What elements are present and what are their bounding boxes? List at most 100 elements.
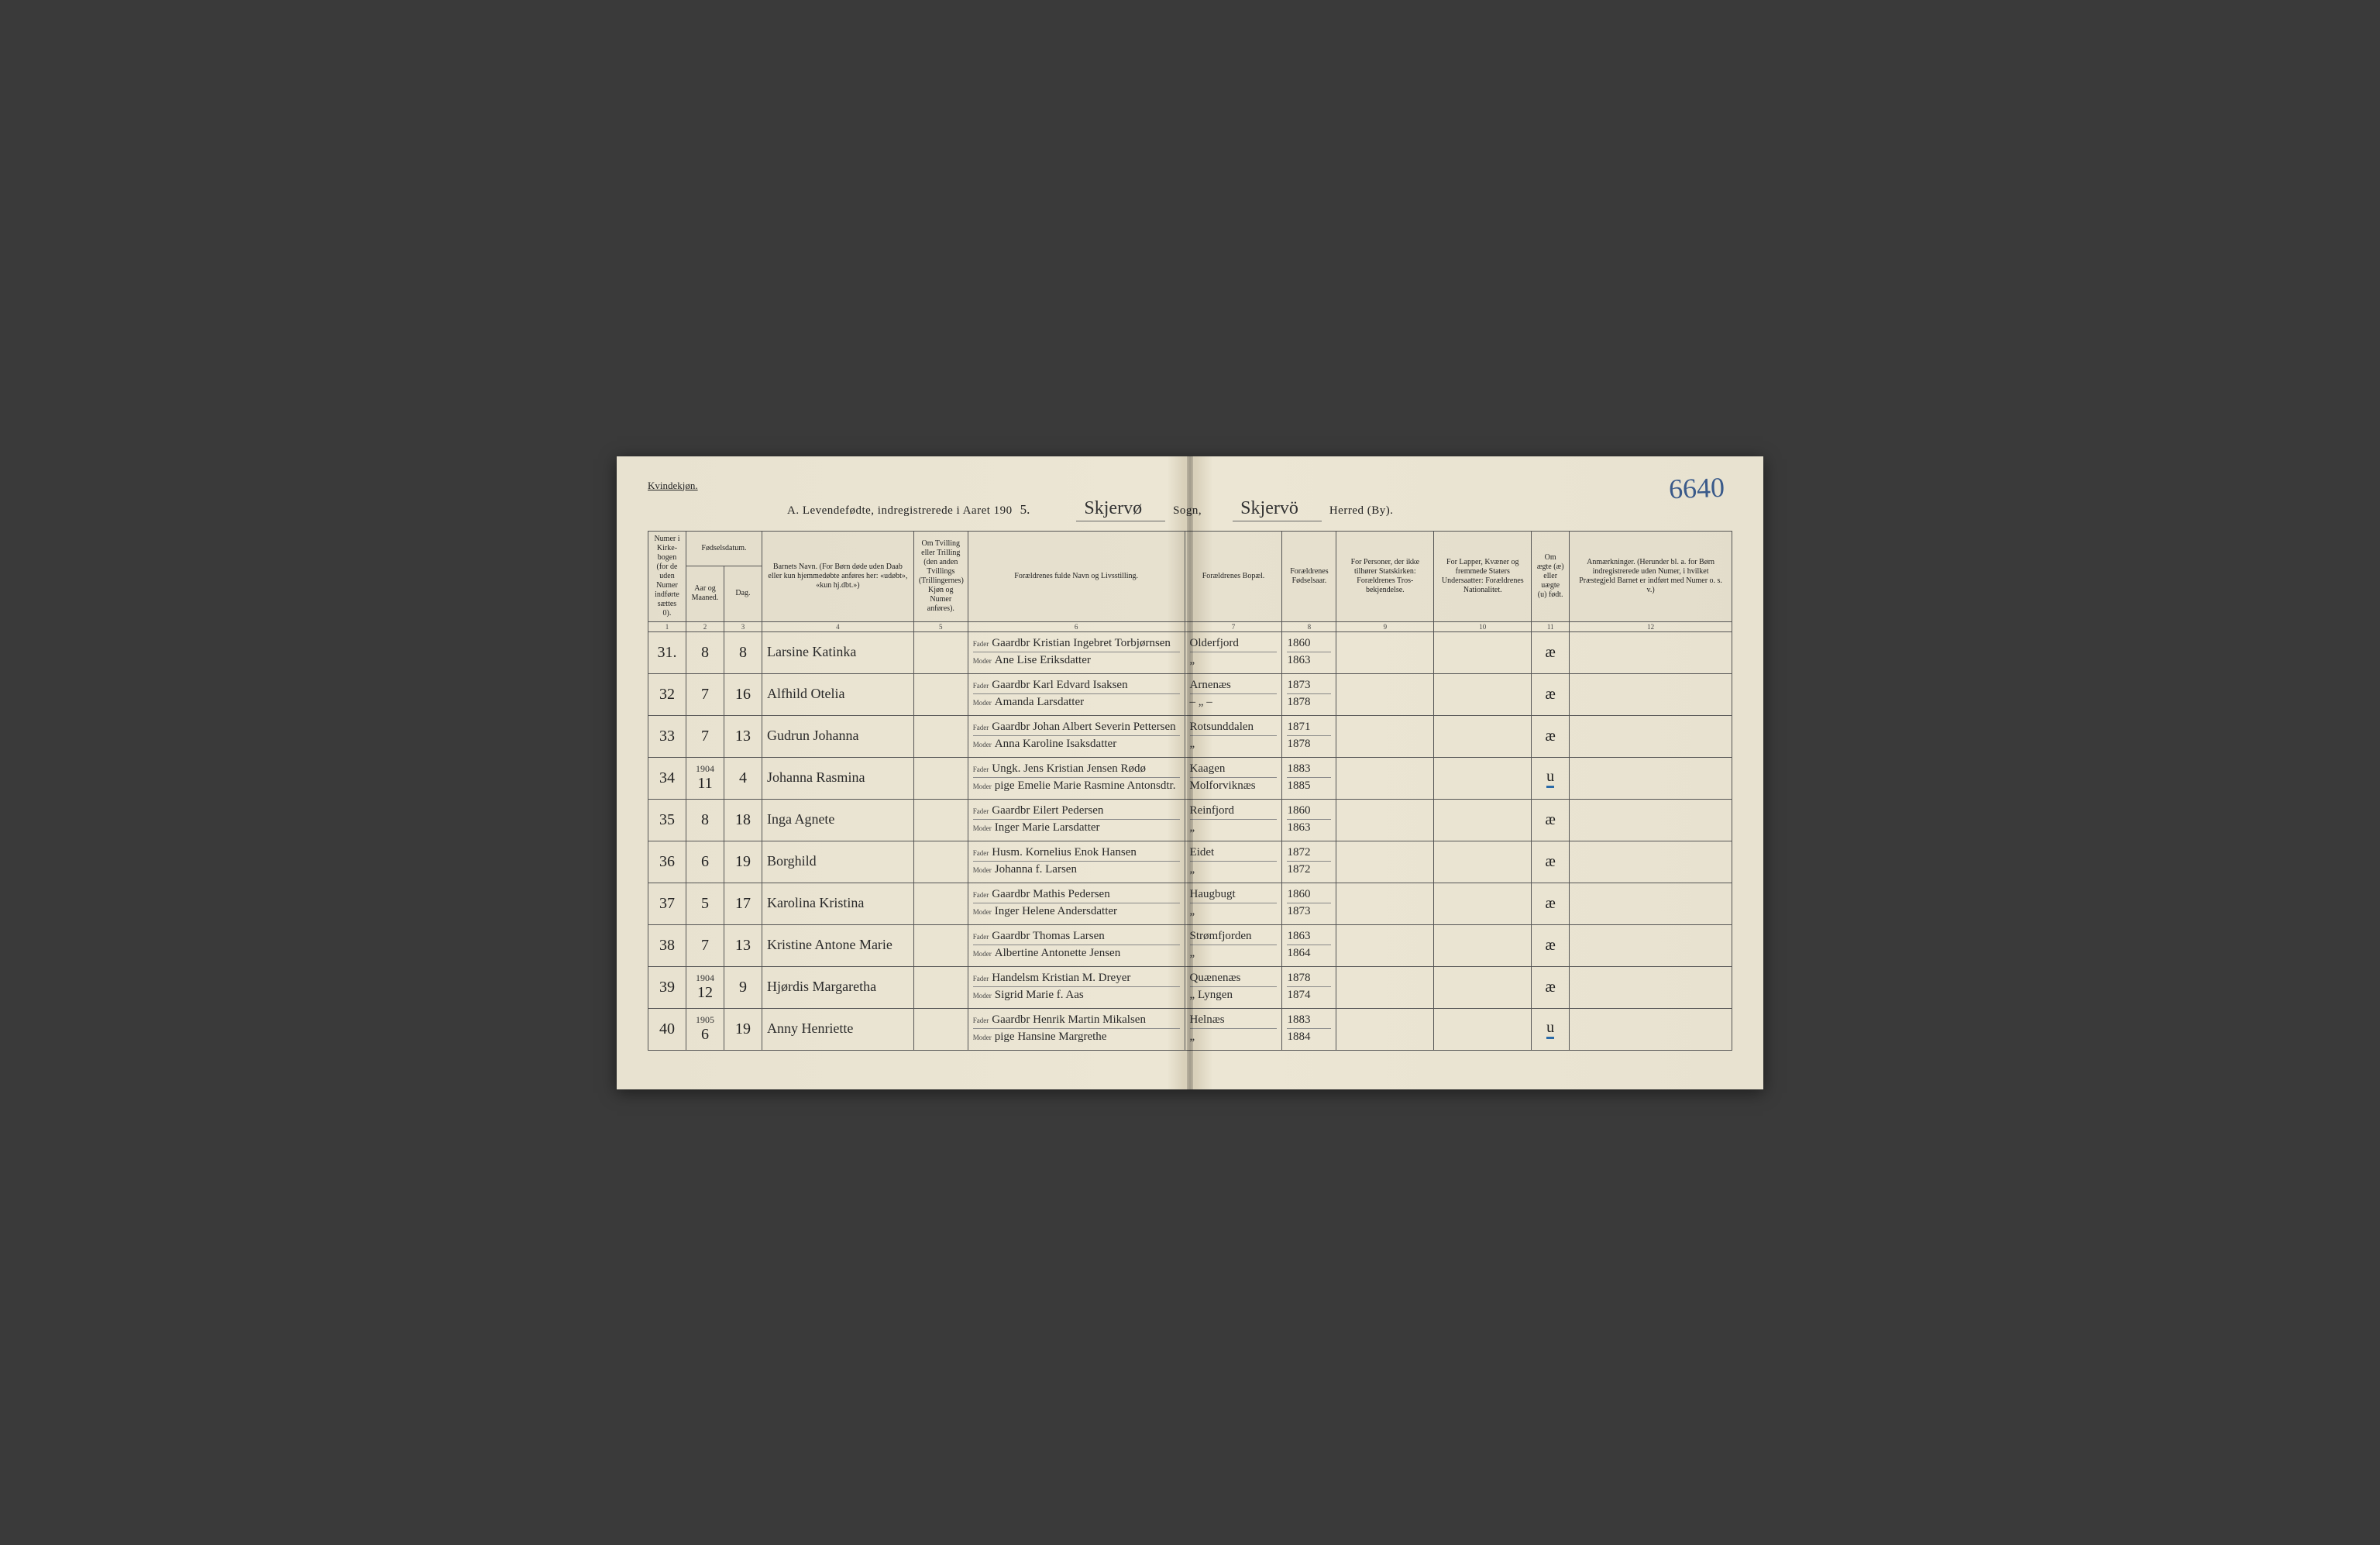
residence-father: Helnæs	[1190, 1013, 1225, 1027]
cell-religion	[1336, 841, 1434, 883]
cell-residence: KaagenMolforviknæs	[1185, 757, 1282, 799]
col-header-twin: Om Tvilling eller Trilling (den anden Tv…	[913, 531, 968, 621]
residence-mother: „ Lyngen	[1190, 989, 1233, 1002]
mother-label: Moder	[973, 824, 992, 832]
cell-child-name: Anny Henriette	[762, 1008, 913, 1050]
cell-parent-birthyear: 18831884	[1282, 1008, 1336, 1050]
cell-parent-birthyear: 18831885	[1282, 757, 1336, 799]
colnum: 5	[913, 621, 968, 631]
cell-remarks	[1570, 715, 1732, 757]
father-name: Gaardbr Johan Albert Severin Pettersen	[992, 721, 1175, 734]
colnum: 7	[1185, 621, 1282, 631]
cell-legitimacy: æ	[1532, 631, 1570, 673]
cell-day: 19	[724, 841, 762, 883]
cell-entry-number: 35	[648, 799, 686, 841]
father-label: Fader	[973, 724, 989, 731]
mother-label: Moder	[973, 950, 992, 958]
cell-child-name: Borghild	[762, 841, 913, 883]
father-name: Gaardbr Karl Edvard Isaksen	[992, 679, 1127, 692]
cell-legitimacy: æ	[1532, 883, 1570, 924]
mother-birthyear: 1873	[1287, 905, 1310, 918]
cell-remarks	[1570, 966, 1732, 1008]
colnum: 11	[1532, 621, 1570, 631]
father-label: Fader	[973, 933, 989, 941]
father-birthyear: 1860	[1287, 637, 1310, 650]
cell-day: 17	[724, 883, 762, 924]
colnum: 9	[1336, 621, 1434, 631]
colnum: 2	[686, 621, 724, 631]
mother-birthyear: 1885	[1287, 779, 1310, 793]
cell-entry-number: 34	[648, 757, 686, 799]
cell-remarks	[1570, 631, 1732, 673]
cell-parents: FaderGaardbr Eilert PedersenModerInger M…	[968, 799, 1185, 841]
cell-remarks	[1570, 1008, 1732, 1050]
cell-parents: FaderGaardbr Kristian Ingebret Torbjørns…	[968, 631, 1185, 673]
cell-nationality	[1434, 715, 1532, 757]
cell-parent-birthyear: 18631864	[1282, 924, 1336, 966]
cell-legitimacy: æ	[1532, 715, 1570, 757]
father-label: Fader	[973, 975, 989, 982]
page-number: 6640	[1668, 470, 1725, 504]
cell-twin	[913, 757, 968, 799]
father-name: Gaardbr Thomas Larsen	[992, 930, 1105, 943]
mother-birthyear: 1863	[1287, 654, 1310, 667]
cell-religion	[1336, 631, 1434, 673]
cell-residence: Rotsunddalen„	[1185, 715, 1282, 757]
cell-parent-birthyear: 18731878	[1282, 673, 1336, 715]
ledger-page: 6640 Kvindekjøn. A. Levendefødte, indreg…	[617, 456, 1763, 1089]
father-birthyear: 1883	[1287, 1013, 1310, 1027]
cell-month: 19056	[686, 1008, 724, 1050]
cell-legitimacy: æ	[1532, 841, 1570, 883]
mother-name: Anna Karoline Isaksdatter	[995, 738, 1116, 751]
cell-day: 13	[724, 715, 762, 757]
mother-label: Moder	[973, 866, 992, 874]
cell-day: 4	[724, 757, 762, 799]
cell-parents: FaderHandelsm Kristian M. DreyerModerSig…	[968, 966, 1185, 1008]
cell-parents: FaderGaardbr Johan Albert Severin Petter…	[968, 715, 1185, 757]
colnum: 10	[1434, 621, 1532, 631]
cell-child-name: Alfhild Otelia	[762, 673, 913, 715]
col-header-number: Numer i Kirke­bogen (for de uden Numer i…	[648, 531, 686, 621]
father-name: Gaardbr Mathis Pedersen	[992, 888, 1109, 901]
cell-day: 9	[724, 966, 762, 1008]
cell-twin	[913, 966, 968, 1008]
col-header-childname: Barnets Navn. (For Børn døde uden Daab e…	[762, 531, 913, 621]
cell-residence: Eidet„	[1185, 841, 1282, 883]
cell-parent-birthyear: 18781874	[1282, 966, 1336, 1008]
mother-name: Johanna f. Larsen	[995, 863, 1077, 876]
father-birthyear: 1860	[1287, 804, 1310, 817]
father-label: Fader	[973, 766, 989, 773]
father-label: Fader	[973, 849, 989, 857]
mother-birthyear: 1864	[1287, 947, 1310, 960]
cell-legitimacy: æ	[1532, 924, 1570, 966]
cell-residence: Arnenæs– „ –	[1185, 673, 1282, 715]
cell-parents: FaderGaardbr Thomas LarsenModerAlbertine…	[968, 924, 1185, 966]
col-header-day: Dag.	[724, 566, 762, 622]
cell-remarks	[1570, 924, 1732, 966]
col-header-nationality: For Lapper, Kvæner og fremmede Staters U…	[1434, 531, 1532, 621]
cell-child-name: Gudrun Johanna	[762, 715, 913, 757]
residence-father: Olderfjord	[1190, 637, 1239, 650]
cell-entry-number: 37	[648, 883, 686, 924]
father-name: Gaardbr Kristian Ingebret Torbjørnsen	[992, 637, 1171, 650]
cell-religion	[1336, 757, 1434, 799]
mother-birthyear: 1878	[1287, 696, 1310, 709]
mother-label: Moder	[973, 699, 992, 707]
cell-religion	[1336, 1008, 1434, 1050]
mother-birthyear: 1863	[1287, 821, 1310, 834]
cell-twin	[913, 924, 968, 966]
cell-residence: Haugbugt„	[1185, 883, 1282, 924]
cell-month: 8	[686, 631, 724, 673]
cell-month: 7	[686, 715, 724, 757]
col-header-religion: For Personer, der ikke tilhører Statskir…	[1336, 531, 1434, 621]
father-name: Gaardbr Eilert Pedersen	[992, 804, 1103, 817]
col-header-parent-birthyear: For­ældrenes Fødsels­aar.	[1282, 531, 1336, 621]
cell-religion	[1336, 924, 1434, 966]
cell-nationality	[1434, 966, 1532, 1008]
residence-father: Haugbugt	[1190, 888, 1236, 901]
cell-residence: Strømfjorden„	[1185, 924, 1282, 966]
header-prefix: A. Levendefødte, indregistrerede i Aaret…	[787, 504, 1013, 518]
cell-nationality	[1434, 1008, 1532, 1050]
mother-birthyear: 1872	[1287, 863, 1310, 876]
cell-entry-number: 36	[648, 841, 686, 883]
